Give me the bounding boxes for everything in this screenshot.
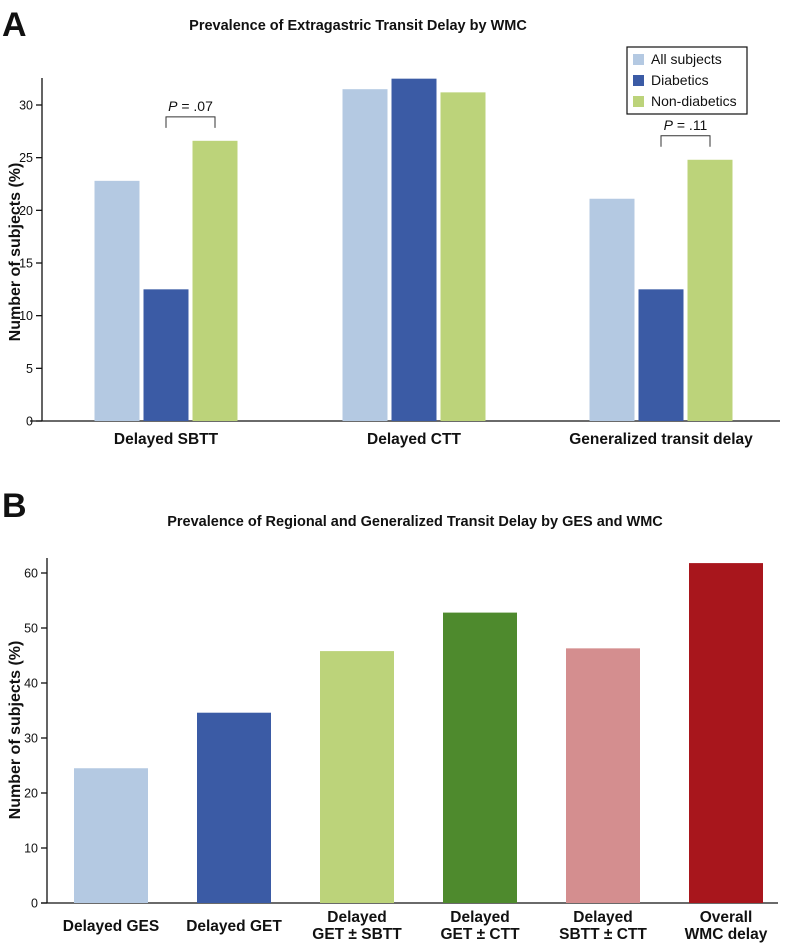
bar-delayed-sbtt-diabetics <box>143 289 189 421</box>
panel-a-bars <box>94 78 733 422</box>
bar-delayed-get-sbtt <box>320 651 394 903</box>
panel-b-y-tick-label: 60 <box>24 567 38 581</box>
panel-a-y-tick-label: 20 <box>19 204 33 218</box>
panel-a-annotations: P = .07 P = .11 <box>165 98 711 147</box>
panel-b-category-label: SBTT ± CTT <box>559 926 647 943</box>
bar-generalized-transit-delay-all-subjects <box>589 198 635 421</box>
panel-b-y-axis-label: Number of subjects (%) <box>7 641 24 820</box>
bar-delayed-sbtt-non-diabetics <box>192 140 238 421</box>
bar-delayed-ctt-diabetics <box>391 78 437 422</box>
panel-b-category-label: GET ± CTT <box>440 926 520 943</box>
panel-a-y-tick-label: 25 <box>19 151 33 165</box>
panel-a-y-tick-label: 5 <box>26 362 33 376</box>
legend-label-diabetics: Diabetics <box>651 72 709 88</box>
bar-delayed-sbtt-all-subjects <box>94 180 140 421</box>
panel-b-category-label: Delayed <box>327 909 386 926</box>
panel-b-category-label: Delayed <box>573 909 632 926</box>
legend-swatch-diabetics <box>633 75 644 86</box>
p-value-label: P = .07 <box>168 98 213 114</box>
bar-generalized-transit-delay-non-diabetics <box>687 159 733 422</box>
panel-a-category-label: Delayed CTT <box>367 431 461 448</box>
panel-b-letter: B <box>2 487 27 525</box>
panel-a-category-label: Generalized transit delay <box>569 431 753 448</box>
panel-b-axes: 0 10 20 30 40 50 60 <box>24 558 778 911</box>
panel-b-y-tick-label: 0 <box>31 897 38 911</box>
panel-a-y-tick-label: 10 <box>19 309 33 323</box>
p-value-bracket <box>660 135 711 147</box>
panel-b-y-tick-label: 40 <box>24 677 38 691</box>
panel-a-y-tick-label: 15 <box>19 257 33 271</box>
bar-delayed-sbtt-ctt <box>566 648 640 903</box>
panel-b: B Prevalence of Regional and Generalized… <box>2 487 778 943</box>
panel-a-y-tick-label: 0 <box>26 415 33 429</box>
panel-a-legend: All subjects Diabetics Non-diabetics <box>626 46 748 115</box>
panel-b-category-label: Delayed GET <box>186 918 282 935</box>
panel-a-y-axis-label: Number of subjects (%) <box>7 163 24 342</box>
panel-b-y-tick-label: 50 <box>24 622 38 636</box>
bar-delayed-ctt-non-diabetics <box>440 92 486 422</box>
panel-a-title: Prevalence of Extragastric Transit Delay… <box>189 18 527 34</box>
panel-a-category-label: Delayed SBTT <box>114 431 219 448</box>
panel-a: A Prevalence of Extragastric Transit Del… <box>2 6 780 448</box>
bar-delayed-ctt-all-subjects <box>342 89 388 421</box>
panel-b-bars <box>74 563 763 903</box>
legend-box <box>626 46 748 115</box>
legend-swatch-non-diabetics <box>633 96 644 107</box>
panel-b-title: Prevalence of Regional and Generalized T… <box>167 514 663 530</box>
legend-label-non-diabetics: Non-diabetics <box>651 93 737 109</box>
bar-delayed-get-ctt <box>443 612 517 903</box>
panel-a-letter: A <box>2 6 27 44</box>
panel-b-y-tick-label: 20 <box>24 787 38 801</box>
panel-b-y-tick-label: 30 <box>24 732 38 746</box>
panel-a-y-tick-label: 30 <box>19 99 33 113</box>
bar-delayed-get <box>197 712 271 903</box>
panel-b-category-label: WMC delay <box>685 926 768 943</box>
panel-b-category-label: Delayed GES <box>63 918 160 935</box>
bar-delayed-ges <box>74 768 148 903</box>
panel-b-y-tick-label: 10 <box>24 842 38 856</box>
panel-b-category-label: Overall <box>700 909 753 926</box>
p-value-label: P = .11 <box>664 117 708 133</box>
p-value-bracket <box>165 116 216 128</box>
legend-label-all-subjects: All subjects <box>651 51 722 67</box>
bar-overall-wmc-delay <box>689 563 763 903</box>
panel-b-category-label: Delayed <box>450 909 509 926</box>
panel-b-category-label: GET ± SBTT <box>312 926 402 943</box>
bar-generalized-transit-delay-diabetics <box>638 289 684 421</box>
panel-a-category-labels: Delayed SBTT Delayed CTT Generalized trans… <box>114 431 753 448</box>
legend-swatch-all-subjects <box>633 54 644 65</box>
